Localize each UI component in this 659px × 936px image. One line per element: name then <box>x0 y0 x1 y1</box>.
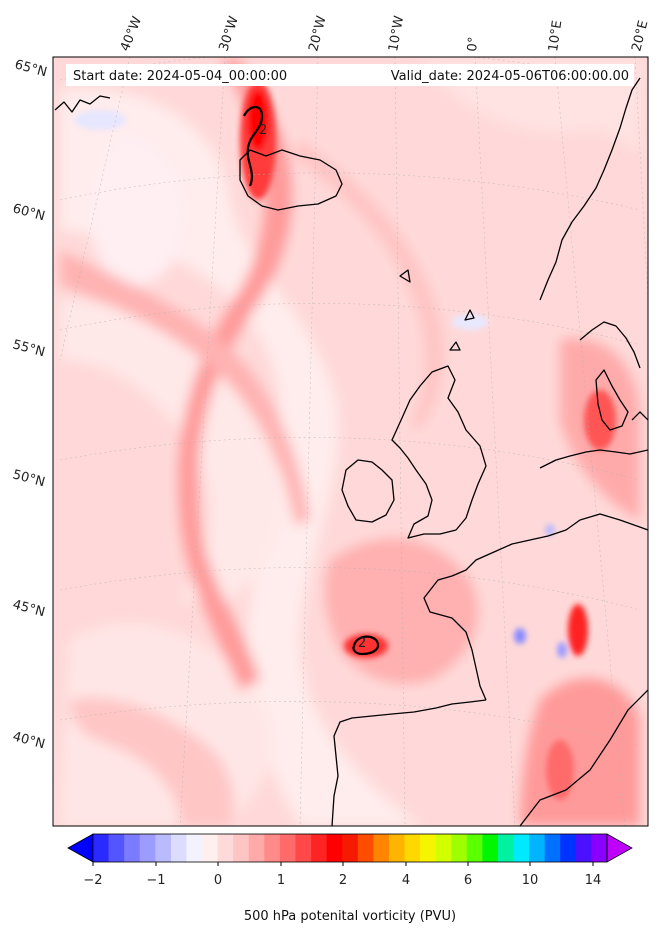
colorbar-cell <box>279 834 296 862</box>
coastlines <box>54 77 648 826</box>
colorbar-tick-label: −1 <box>146 873 165 888</box>
colorbar-cell <box>233 834 250 862</box>
top-axis: 40°W 30°W 20°W 10°W 0° 10°E 20°E <box>118 14 652 53</box>
lat-tick: 40°N <box>11 729 47 752</box>
colorbar-cell <box>451 834 468 862</box>
colorbar-cell <box>139 834 156 862</box>
lat-tick: 45°N <box>11 597 47 620</box>
colorbar-cell <box>217 834 234 862</box>
colorbar-label: 500 hPa potenital vorticity (PVU) <box>244 909 456 924</box>
colorbar-tick-label: 10 <box>522 873 539 888</box>
colorbar-tick-label: 4 <box>402 873 410 888</box>
colorbar-cell <box>326 834 343 862</box>
lon-tick: 20°E <box>629 19 651 53</box>
colorbar-cell <box>155 834 172 862</box>
colorbar-extend-low <box>67 833 94 863</box>
start-date: Start date: 2024-05-04_00:00:00 <box>73 69 287 84</box>
colorbar-tick-label: 1 <box>277 873 285 888</box>
colorbar-ticks <box>92 862 594 866</box>
colorbar-cell <box>311 834 328 862</box>
colorbar-cell <box>544 834 561 862</box>
colorbar-cell <box>560 834 577 862</box>
colorbar-cell <box>482 834 499 862</box>
colorbar-tick-label: 6 <box>464 873 472 888</box>
colorbar-cell <box>248 834 265 862</box>
colorbar-cell <box>186 834 203 862</box>
pv-contours <box>243 105 380 656</box>
lat-tick: 60°N <box>11 201 47 224</box>
header-strip <box>66 64 634 86</box>
colorbar-cell <box>466 834 483 862</box>
colorbar-cell <box>497 834 514 862</box>
lon-tick: 20°W <box>306 14 329 53</box>
lon-tick: 0° <box>465 36 481 52</box>
colorbar-cell <box>93 834 109 862</box>
left-axis: 65°N 60°N 55°N 50°N 45°N 40°N <box>11 57 49 752</box>
map-panel: 2 2 <box>53 57 648 826</box>
colorbar-cell <box>295 834 312 862</box>
colorbar-cell <box>420 834 437 862</box>
colorbar-tick-label: 0 <box>214 873 222 888</box>
pv-maxima <box>74 80 616 800</box>
colorbar-cell <box>404 834 421 862</box>
colorbar: −2 −1 0 1 2 4 6 10 14 500 hPa potenital … <box>67 833 633 924</box>
colorbar-cell <box>529 834 546 862</box>
lon-tick: 40°W <box>118 14 145 53</box>
colorbar-cell <box>264 834 281 862</box>
lon-tick: 30°W <box>217 14 242 53</box>
contour-label-2: 2 <box>358 636 366 651</box>
colorbar-frame <box>92 833 608 863</box>
contour-label: 2 <box>259 123 267 138</box>
colorbar-cell <box>435 834 452 862</box>
colorbar-cell <box>124 834 141 862</box>
colorbar-cells <box>93 834 608 862</box>
colorbar-cell <box>373 834 390 862</box>
colorbar-cell <box>170 834 187 862</box>
lat-tick: 65°N <box>13 57 49 80</box>
lon-tick: 10°E <box>546 20 565 53</box>
colorbar-tick-label: −2 <box>83 873 102 888</box>
lat-tick: 55°N <box>11 337 47 360</box>
colorbar-cell <box>388 834 405 862</box>
lon-tick: 10°W <box>386 15 407 53</box>
colorbar-cell <box>357 834 374 862</box>
colorbar-cell <box>202 834 219 862</box>
map-frame <box>52 56 649 827</box>
colorbar-tick-label: 14 <box>585 873 602 888</box>
colorbar-cell <box>513 834 530 862</box>
colorbar-cell <box>591 834 608 862</box>
lat-tick: 50°N <box>11 467 47 490</box>
colorbar-tick-label: 2 <box>339 873 347 888</box>
colorbar-extend-high <box>606 833 633 863</box>
valid-date: Valid_date: 2024-05-06T06:00:00.00 <box>391 69 629 84</box>
colorbar-cell <box>575 834 592 862</box>
colorbar-cell <box>342 834 359 862</box>
colorbar-cell <box>108 834 125 862</box>
